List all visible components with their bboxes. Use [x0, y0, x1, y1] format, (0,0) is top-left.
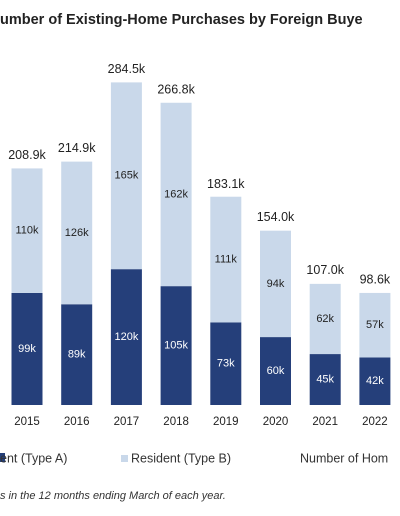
bar-segment [110, 82, 142, 270]
value-label: 94k [267, 278, 285, 290]
x-tick-label: 2022 [362, 416, 388, 428]
x-tick-label: 2021 [312, 416, 338, 428]
chart-title: umber of Existing-Home Purchases by Fore… [0, 12, 363, 28]
value-label: 57k [366, 319, 384, 331]
value-label: 99k [18, 343, 36, 355]
value-label: 89k [68, 349, 86, 361]
bar-segment [61, 161, 93, 305]
x-tick-label: 2020 [263, 416, 289, 428]
total-label: 208.9k [8, 148, 46, 162]
x-tick-label: 2016 [64, 416, 90, 428]
bar-segment [210, 322, 242, 405]
total-label: 183.1k [207, 177, 245, 191]
bar-segment [359, 292, 391, 358]
value-label: 111k [215, 253, 238, 265]
total-label: 266.8k [157, 82, 195, 96]
value-label: 62k [316, 313, 334, 325]
value-label: 73k [217, 358, 235, 370]
bar-segment [61, 304, 93, 405]
value-label: 165k [114, 170, 138, 182]
value-label: 42k [366, 375, 384, 387]
bar-segment [260, 230, 291, 338]
legend-swatch [121, 455, 128, 462]
x-tick-label: 2015 [14, 416, 40, 428]
bar-segment [160, 102, 192, 287]
value-label: 126k [65, 227, 89, 239]
bar-segment [110, 269, 142, 405]
bar-segment [260, 337, 291, 405]
total-label: 214.9k [58, 141, 96, 155]
total-label: 284.5k [108, 62, 146, 76]
x-tick-label: 2017 [114, 416, 140, 428]
bar-segment [359, 357, 391, 405]
legend-swatch [0, 453, 5, 462]
bar-segment [309, 283, 341, 355]
bar-segment [210, 196, 242, 323]
legend-label: Number of Hom [300, 451, 388, 465]
value-label: 110k [15, 225, 39, 237]
bar-segment [309, 354, 341, 405]
total-label: 98.6k [360, 273, 391, 287]
footnote: s in the 12 months ending March of each … [0, 490, 226, 502]
legend-label: Resident (Type B) [131, 451, 231, 465]
bar-segment [11, 292, 43, 405]
value-label: 120k [114, 331, 138, 343]
total-label: 154.0k [257, 210, 295, 224]
x-tick-label: 2018 [163, 416, 189, 428]
x-tick-label: 2019 [213, 416, 239, 428]
legend-label: ent (Type A) [0, 451, 67, 465]
bar-segment [160, 286, 192, 405]
value-label: 60k [267, 365, 285, 377]
bar-segment [11, 168, 43, 293]
value-label: 162k [164, 188, 188, 200]
value-label: 105k [164, 339, 188, 351]
value-label: 45k [316, 373, 334, 385]
total-label: 107.0k [306, 263, 344, 277]
